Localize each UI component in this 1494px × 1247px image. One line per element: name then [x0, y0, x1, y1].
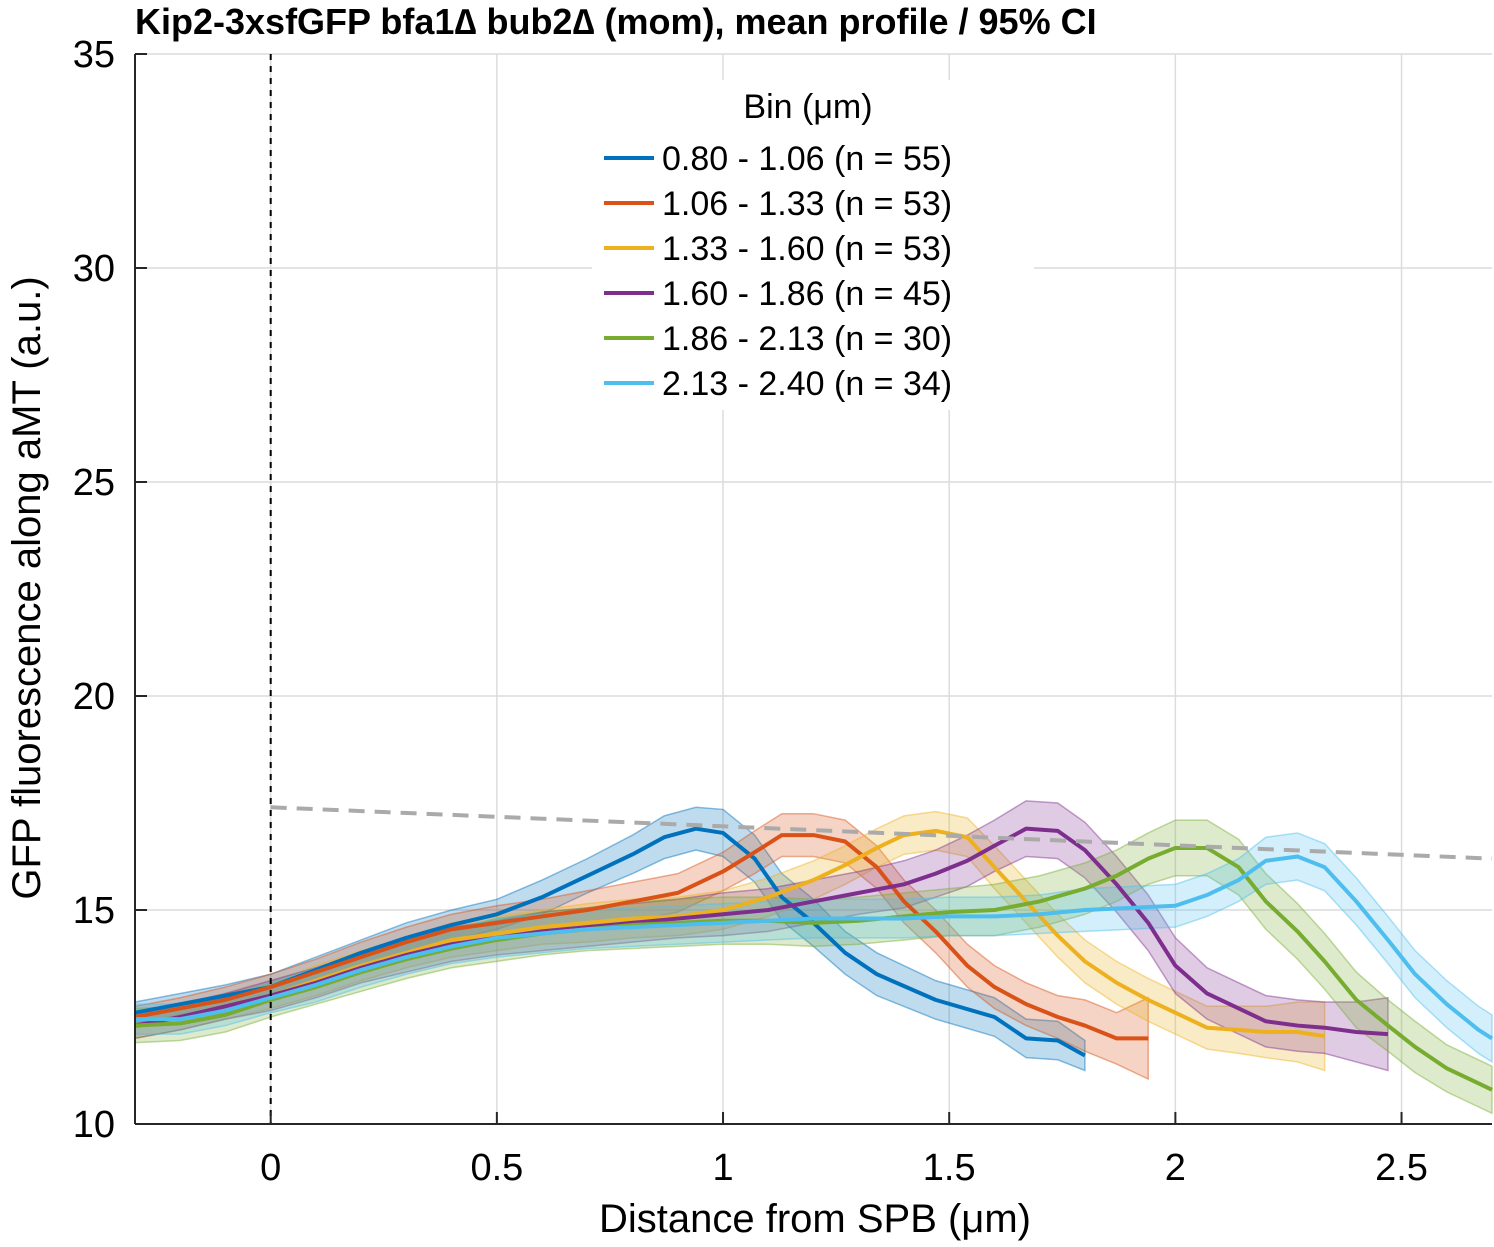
- x-tick-label: 2.5: [1375, 1147, 1428, 1189]
- mean-line-series-4: [134, 826, 1389, 1037]
- y-tick-label: 35: [73, 34, 115, 76]
- mean-line-series-3: [134, 828, 1325, 1039]
- ci-band-series-6: [134, 832, 1493, 1064]
- x-tick-label: 1.5: [923, 1147, 976, 1189]
- x-axis-label: Distance from SPB (μm): [599, 1197, 1031, 1241]
- y-tick-label: 20: [73, 676, 115, 718]
- y-tick-label: 15: [73, 890, 115, 932]
- legend-items: 0.80 - 1.06 (n = 55) 1.06 - 1.33 (n = 53)…: [604, 140, 952, 403]
- x-tick-label: 2: [1165, 1147, 1186, 1189]
- y-tick-label: 30: [73, 248, 115, 290]
- x-tick-label: 0: [260, 1147, 281, 1189]
- axes: 0 0.5 1 1.5 2 2.5 10 15 20 25 30 35: [73, 34, 1492, 1189]
- mean-line-series-5: [134, 845, 1493, 1092]
- trend-reference-line: [270, 805, 1493, 861]
- y-tick-label: 25: [73, 462, 115, 504]
- mean-line-series-6: [135, 854, 1494, 1041]
- ci-band-series-3: [134, 810, 1326, 1072]
- reference-lines: [269, 54, 1493, 1124]
- y-tick-label: 10: [73, 1104, 115, 1146]
- ci-band-series-4: [134, 800, 1389, 1072]
- chart-title: Kip2-3xsfGFP bfa1∆ bub2∆ (mom), mean pro…: [135, 1, 1097, 42]
- legend-label: 1.06 - 1.33 (n = 53): [662, 185, 952, 223]
- plot-series: [134, 800, 1494, 1115]
- x-tick-label: 0.5: [470, 1147, 523, 1189]
- legend-label: 1.60 - 1.86 (n = 45): [662, 275, 952, 313]
- legend-box: [592, 80, 1034, 410]
- mean-line-series-1: [134, 826, 1086, 1058]
- legend-label: 0.80 - 1.06 (n = 55): [662, 140, 952, 178]
- legend-label: 1.86 - 2.13 (n = 30): [662, 320, 952, 358]
- y-axis-label: GFP fluorescence along aMT (a.u.): [5, 276, 49, 899]
- legend-label: 1.33 - 1.60 (n = 53): [662, 230, 952, 268]
- x-tick-label: 1: [712, 1147, 733, 1189]
- ci-band-series-5: [134, 819, 1493, 1115]
- mean-line-series-2: [134, 833, 1149, 1041]
- legend-title: Bin (μm): [743, 88, 872, 126]
- legend: Bin (μm) 0.80 - 1.06 (n = 55) 1.06 - 1.33…: [592, 80, 1034, 410]
- legend-label: 2.13 - 2.40 (n = 34): [662, 365, 952, 403]
